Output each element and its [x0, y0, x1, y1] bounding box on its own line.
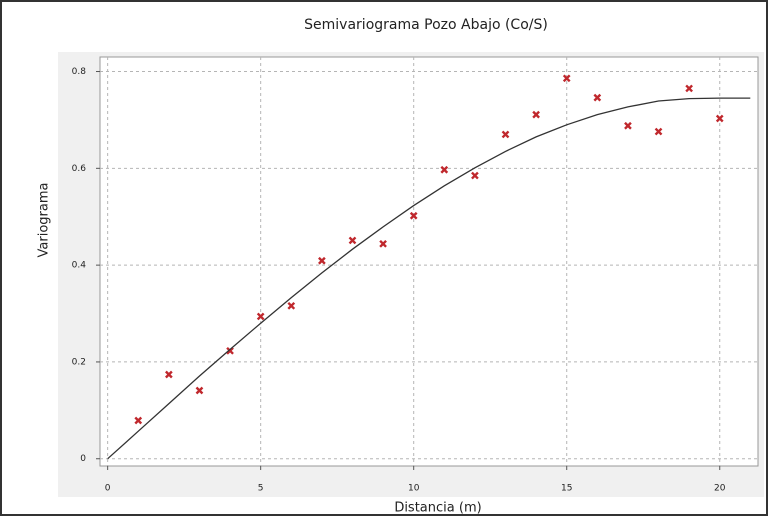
data-point	[165, 370, 173, 379]
data-point	[134, 416, 143, 425]
x-tick-label: 5	[258, 484, 264, 494]
data-point	[685, 84, 693, 93]
x-tick-label: 15	[561, 484, 572, 494]
data-point	[379, 239, 387, 248]
model-curve	[107, 97, 751, 460]
x-axis-label: Distancia (m)	[394, 501, 481, 516]
x-tick-label: 10	[408, 484, 420, 494]
data-point	[715, 114, 724, 123]
y-tick-label: 0.8	[72, 67, 87, 77]
data-point	[318, 256, 326, 265]
data-point	[256, 312, 265, 321]
data-point	[287, 301, 296, 310]
data-point	[348, 236, 357, 245]
data-point	[226, 346, 234, 355]
data-point	[409, 211, 418, 220]
y-tick-label: 0.6	[72, 164, 87, 174]
data-point	[195, 386, 204, 395]
y-tick-label: 0	[80, 454, 86, 464]
chart-title: Semivariograma Pozo Abajo (Co/S)	[304, 17, 548, 33]
data-point	[624, 121, 632, 130]
data-point	[440, 165, 449, 174]
y-axis-label: Variograma	[37, 183, 52, 258]
data-point	[532, 110, 540, 119]
x-tick-label: 20	[714, 484, 726, 494]
data-point	[471, 171, 479, 180]
x-tick-label: 0	[105, 484, 111, 494]
y-tick-label: 0.2	[72, 357, 86, 367]
data-point	[654, 127, 663, 136]
data-point	[593, 93, 602, 102]
plot-area	[99, 56, 759, 467]
y-tick-label: 0.4	[72, 261, 87, 271]
data-point	[501, 130, 510, 139]
data-point	[562, 74, 571, 83]
